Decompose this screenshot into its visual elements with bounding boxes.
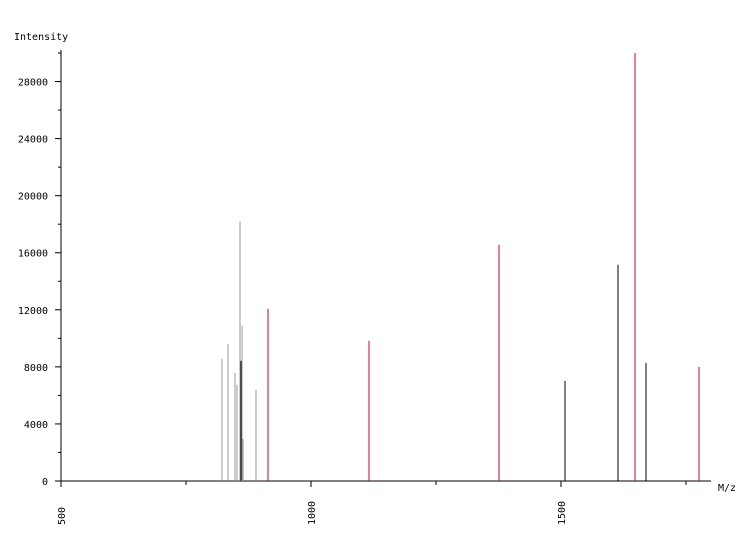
y-tick-label: 24000 — [18, 135, 48, 146]
y-tick-label: 8000 — [24, 363, 48, 374]
x-axis-label: M/z — [718, 483, 736, 494]
y-axis-label: Intensity — [14, 32, 68, 43]
x-tick-label: 1500 — [557, 501, 568, 525]
y-tick-label: 12000 — [18, 306, 48, 317]
x-tick-label: 500 — [57, 507, 68, 525]
y-tick-label: 4000 — [24, 420, 48, 431]
y-tick-label: 0 — [42, 477, 48, 488]
y-tick-label: 28000 — [18, 78, 48, 89]
x-tick-label: 1000 — [307, 501, 318, 525]
y-tick-label: 20000 — [18, 192, 48, 203]
y-tick-label: 16000 — [18, 249, 48, 260]
